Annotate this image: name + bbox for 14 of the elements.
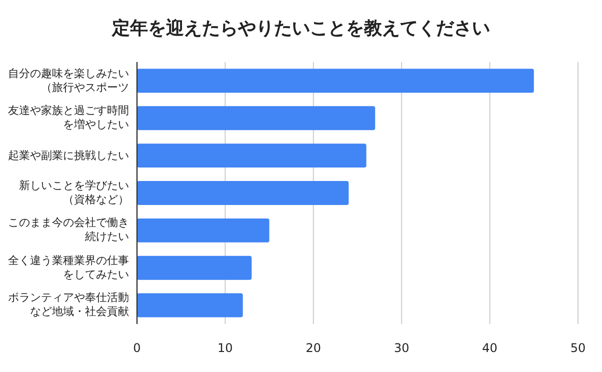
x-tick-label: 20 [306,341,322,355]
y-tick-label: このまま今の会社で働き続けたい [7,216,129,244]
x-tick-label: 40 [482,341,498,355]
y-tick-label: 全く違う業種業界の仕事をしてみたい [7,254,129,282]
x-tick-label: 30 [394,341,410,355]
y-tick-label: 自分の趣味を楽しみたい（旅行やスポーツ [7,66,129,95]
y-tick-label: ボランティアや奉仕活動など地域・社会貢献 [7,291,129,320]
y-tick-label: 新しいことを学びたい（資格など） [18,179,129,207]
x-tick-label: 0 [133,341,141,355]
chart-title: 定年を迎えたらやりたいことを教えてください [110,17,491,40]
y-tick-label: 起業や副業に挑戦したい [7,148,129,163]
x-tick-label: 10 [218,341,233,355]
y-tick-label: 友達や家族と過ごす時間を増やしたい [7,104,129,132]
x-tick-label: 50 [570,341,586,355]
